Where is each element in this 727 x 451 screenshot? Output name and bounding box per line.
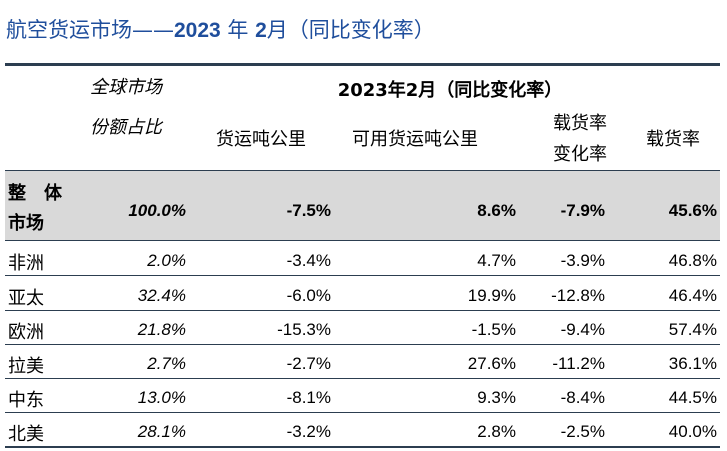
title-month: 2: [255, 19, 267, 42]
total-label-line2: 市场: [8, 213, 44, 234]
region-lf-change: -9.4%: [560, 320, 605, 339]
region-share: 21.8%: [137, 320, 186, 339]
header-col-aftk: 可用货运吨公里: [352, 129, 478, 150]
total-lf-change: -7.9%: [560, 201, 605, 220]
region-lf: 44.5%: [668, 388, 717, 407]
total-lf: 45.6%: [668, 201, 717, 220]
region-ftk: -2.7%: [286, 354, 331, 373]
table-top-rule: [5, 63, 720, 66]
region-label: 非洲: [8, 253, 44, 274]
region-share: 2.7%: [147, 354, 186, 373]
row-divider: [5, 275, 720, 276]
page-title: 航空货运市场——2023 年 2月（同比变化率）: [6, 14, 435, 44]
region-lf: 36.1%: [668, 354, 717, 373]
region-lf-change: -8.4%: [560, 388, 605, 407]
region-lf: 57.4%: [668, 320, 717, 339]
region-ftk: -15.3%: [277, 320, 331, 339]
header-col-lf: 载货率: [646, 129, 700, 150]
row-divider: [5, 344, 720, 345]
region-share: 2.0%: [147, 251, 186, 270]
region-aftk: 27.6%: [467, 354, 516, 373]
region-share: 13.0%: [137, 388, 186, 407]
title-year: 2023: [174, 19, 221, 42]
header-share-line2: 份额占比: [90, 117, 162, 138]
header-col-lf-change-line1: 载货率: [553, 113, 607, 134]
region-lf-change: -11.2%: [552, 354, 605, 373]
region-lf-change: -3.9%: [560, 251, 605, 270]
header-share-line1: 全球市场: [90, 77, 162, 98]
region-lf: 46.8%: [668, 251, 717, 270]
region-aftk: 2.8%: [477, 422, 516, 441]
region-label: 欧洲: [8, 322, 44, 343]
region-ftk: -6.0%: [286, 286, 331, 305]
region-label: 亚太: [8, 288, 44, 309]
title-suffix: 月（同比变化率）: [266, 18, 435, 42]
region-share: 32.4%: [137, 286, 186, 305]
row-divider: [5, 378, 720, 379]
region-lf-change: -12.8%: [551, 286, 605, 305]
total-aftk: 8.6%: [477, 201, 516, 220]
region-aftk: 19.9%: [467, 286, 516, 305]
region-share: 28.1%: [137, 422, 186, 441]
header-col-lf-change-line2: 变化率: [553, 144, 607, 165]
row-divider: [5, 412, 720, 413]
region-lf: 46.4%: [668, 286, 717, 305]
table-bottom-rule: [5, 446, 720, 448]
region-label: 拉美: [8, 356, 44, 377]
region-ftk: -3.4%: [286, 251, 331, 270]
region-label: 中东: [8, 390, 44, 411]
title-nian: 年: [220, 18, 256, 42]
region-ftk: -8.1%: [286, 388, 331, 407]
row-divider: [5, 240, 720, 241]
region-lf: 40.0%: [668, 422, 717, 441]
total-label-line1: 整 体: [8, 183, 62, 204]
region-ftk: -3.2%: [286, 422, 331, 441]
total-share: 100.0%: [128, 201, 186, 220]
header-col-ftk: 货运吨公里: [216, 129, 306, 150]
row-divider: [5, 310, 720, 311]
region-aftk: 9.3%: [477, 388, 516, 407]
region-aftk: 4.7%: [477, 251, 516, 270]
header-group-title: 2023年2月（同比变化率）: [337, 80, 563, 101]
region-aftk: -1.5%: [471, 320, 516, 339]
total-row-background: [5, 171, 720, 240]
title-prefix: 航空货运市场——: [6, 18, 174, 42]
region-label: 北美: [8, 424, 44, 445]
total-ftk: -7.5%: [286, 201, 331, 220]
region-lf-change: -2.5%: [560, 422, 605, 441]
